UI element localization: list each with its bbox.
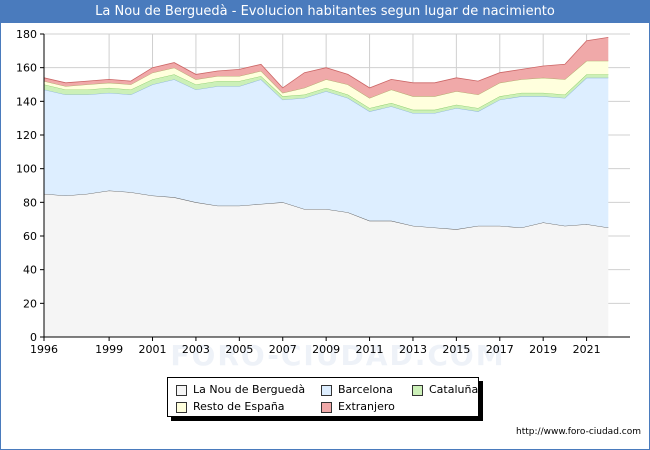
x-tick-label: 2021 [573,343,601,356]
legend-label-resto: Resto de España [193,400,285,413]
legend-label-barcelona: Barcelona [338,383,393,396]
y-tick-label: 140 [16,95,37,108]
x-tick-label: 2015 [442,343,470,356]
x-tick-label: 2017 [486,343,514,356]
axes: 0 20 40 60 80 100 120 140 160 180 1996 1999 2001 2003… [16,28,630,356]
legend-swatch-extranjero [321,402,332,413]
x-tick-label: 2003 [182,343,210,356]
y-tick-label: 0 [30,331,37,344]
area-series-4 [44,37,609,98]
legend: La Nou de Berguedà Barcelona Cataluña Re… [167,377,479,417]
x-tick-label: 2005 [225,343,253,356]
watermark: FORO-CIUDAD.COM [170,339,505,372]
data-areas [43,37,609,337]
x-tick-label: 2011 [356,343,384,356]
y-tick-label: 100 [16,163,37,176]
legend-label-nou: La Nou de Berguedà [193,383,306,396]
chart-title: La Nou de Berguedà - Evolucion habitante… [1,1,649,23]
legend-swatch-barcelona [321,385,332,396]
x-tick-label: 2013 [399,343,427,356]
y-tick-label: 120 [16,129,37,142]
legend-swatch-cataluna [412,385,423,396]
y-tick-label: 160 [16,62,37,75]
legend-swatch-resto [176,402,187,413]
source-link[interactable]: http://www.foro-ciudad.com [516,427,641,437]
y-tick-label: 20 [23,297,37,310]
y-tick-label: 60 [23,230,37,243]
x-tick-label: 2001 [139,343,167,356]
y-tick-label: 80 [23,196,37,209]
area-series-1 [44,77,609,230]
area-series-0 [44,190,609,337]
x-tick-label: 1999 [95,343,123,356]
x-tick-label: 2007 [269,343,297,356]
y-tick-label: 40 [23,264,37,277]
x-tick-label: 2009 [312,343,340,356]
legend-swatch-nou [176,385,187,396]
x-tick-label: 1996 [30,343,58,356]
area-series-3 [44,60,609,110]
legend-label-cataluna: Cataluña [429,383,479,396]
area-series-2 [44,74,609,114]
area-line-4 [43,37,609,89]
x-tick-label: 2019 [529,343,557,356]
y-tick-label: 180 [16,28,37,41]
legend-label-extranjero: Extranjero [338,400,395,413]
